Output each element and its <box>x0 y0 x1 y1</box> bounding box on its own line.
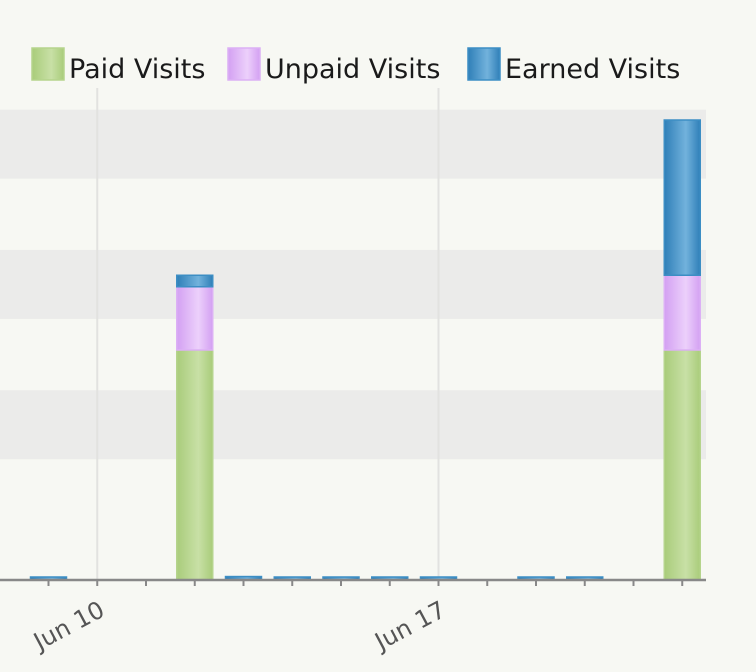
grid-band <box>0 109 706 179</box>
legend-swatch <box>227 47 261 81</box>
grid-band <box>0 249 706 319</box>
legend: Paid Visits Unpaid Visits Earned Visits <box>31 47 680 85</box>
bar-unpaid-visits <box>663 274 701 351</box>
bars <box>29 119 701 581</box>
vertical-gridlines <box>96 88 440 580</box>
grid-band <box>0 390 706 460</box>
bar-earned-visits <box>176 274 214 288</box>
bar-paid-visits <box>663 349 701 581</box>
x-tick-labels: Jun 10 Jun 17 <box>27 596 450 657</box>
bar-paid-visits <box>176 349 214 581</box>
legend-label: Unpaid Visits <box>265 54 440 85</box>
legend-label: Paid Visits <box>69 54 205 85</box>
x-tick-label: Jun 10 <box>27 596 109 657</box>
legend-swatch <box>467 47 501 81</box>
bar-earned-visits <box>663 119 701 276</box>
bar-unpaid-visits <box>176 286 214 351</box>
legend-swatch <box>31 47 65 81</box>
legend-label: Earned Visits <box>505 54 680 85</box>
x-axis <box>0 578 706 586</box>
x-tick-label: Jun 17 <box>369 596 451 657</box>
grid-bands <box>0 109 706 460</box>
